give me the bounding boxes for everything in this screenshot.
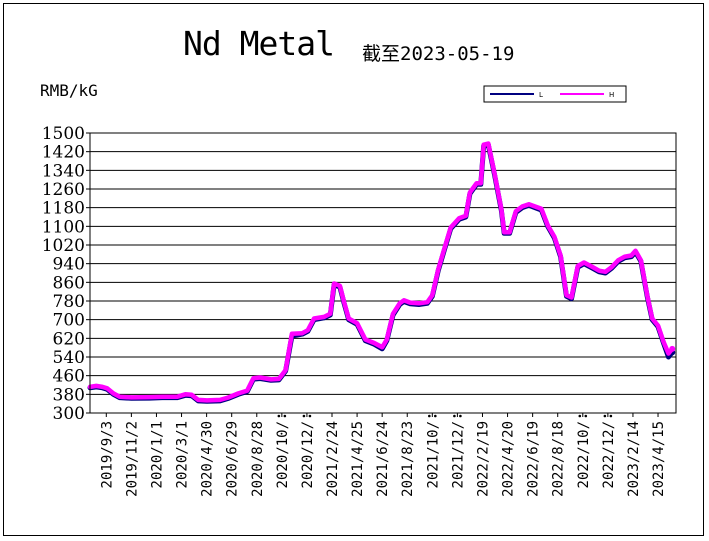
x-tick-label: 2022/10/ [576, 421, 592, 488]
y-tick-label: 1500 [42, 124, 85, 144]
x-tick-label: 2021/4/25 [350, 421, 366, 497]
series-line-H [87, 141, 675, 403]
x-tick-ellipsis-dot [308, 414, 312, 418]
x-tick-ellipsis-dot [453, 414, 456, 418]
y-tick-label: 1420 [42, 143, 85, 163]
legend-label: L [539, 91, 543, 99]
chart-subtitle: 截至2023-05-19 [362, 43, 515, 65]
x-tick-label: 2020/3/1 [175, 421, 191, 488]
y-tick-label: 700 [53, 311, 85, 331]
x-tick-ellipsis-dot [277, 414, 281, 418]
y-tick-label: 540 [53, 348, 85, 368]
x-tick-label: 2020/1/1 [149, 421, 165, 488]
legend-label: H [609, 91, 614, 99]
chart-title: Nd Metal [183, 24, 335, 63]
x-tick-label: 2021/6/24 [375, 421, 391, 497]
x-tick-ellipsis-dot [603, 414, 607, 418]
y-tick-label: 300 [53, 404, 85, 424]
x-tick-ellipsis-dot [578, 414, 582, 418]
plot-area [90, 133, 676, 413]
x-tick-label: 2020/4/30 [200, 421, 216, 497]
x-tick-label: 2019/11/2 [124, 421, 140, 497]
y-tick-label: 940 [53, 255, 85, 275]
x-tick-ellipsis-dot [302, 414, 306, 418]
x-tick-ellipsis-dot [459, 414, 462, 418]
x-tick-label: 2022/4/20 [501, 421, 517, 497]
y-axis-ticks: 3003804605406207007808609401020110011801… [42, 124, 90, 424]
y-tick-label: 1260 [42, 180, 85, 200]
x-tick-label: 2021/8/23 [400, 421, 416, 497]
x-tick-label: 2020/10/ [275, 421, 291, 488]
y-tick-label: 1020 [42, 236, 85, 256]
x-tick-label: 2022/6/19 [526, 421, 542, 497]
y-tick-label: 1100 [42, 217, 85, 237]
x-tick-label: 2022/12/ [601, 421, 617, 488]
x-axis-ticks: 2019/9/3 2019/11/2 2020/1/1 2020/3/1 2020/4/… [99, 413, 667, 497]
x-tick-label: 2020/6/29 [225, 421, 241, 497]
x-tick-label: 2023/2/14 [626, 421, 642, 497]
x-tick-ellipsis-dot [609, 414, 613, 418]
y-tick-label: 780 [53, 292, 85, 312]
x-tick-ellipsis-dot [283, 414, 287, 418]
series-point-H [669, 345, 676, 352]
gridlines [90, 132, 676, 395]
x-tick-label: 2022/8/18 [551, 421, 567, 497]
x-tick-label: 2020/12/ [300, 421, 316, 488]
y-tick-label: 1180 [42, 199, 85, 219]
x-tick-ellipsis-dot [434, 414, 437, 418]
y-axis-unit-label: RMB/kG [40, 81, 98, 100]
plot-border [89, 132, 677, 414]
y-tick-label: 460 [53, 367, 85, 387]
x-tick-label: 2019/9/3 [99, 421, 115, 488]
x-tick-label: 2023/4/15 [651, 421, 667, 497]
series-group [87, 141, 676, 404]
x-tick-label: 2021/10/ [425, 421, 441, 488]
axes [89, 132, 677, 414]
legend-box [483, 85, 627, 103]
x-tick-ellipsis-dot [584, 414, 588, 418]
x-tick-ellipsis-dot [428, 414, 431, 418]
x-tick-label: 2021/12/ [450, 421, 466, 488]
x-tick-label: 2022/2/19 [475, 421, 491, 497]
y-tick-label: 380 [53, 385, 85, 405]
x-tick-label: 2020/8/28 [250, 421, 266, 497]
y-tick-label: 1340 [42, 161, 85, 181]
x-tick-label: 2021/2/24 [325, 421, 341, 497]
y-tick-label: 620 [53, 329, 85, 349]
y-tick-label: 860 [53, 273, 85, 293]
